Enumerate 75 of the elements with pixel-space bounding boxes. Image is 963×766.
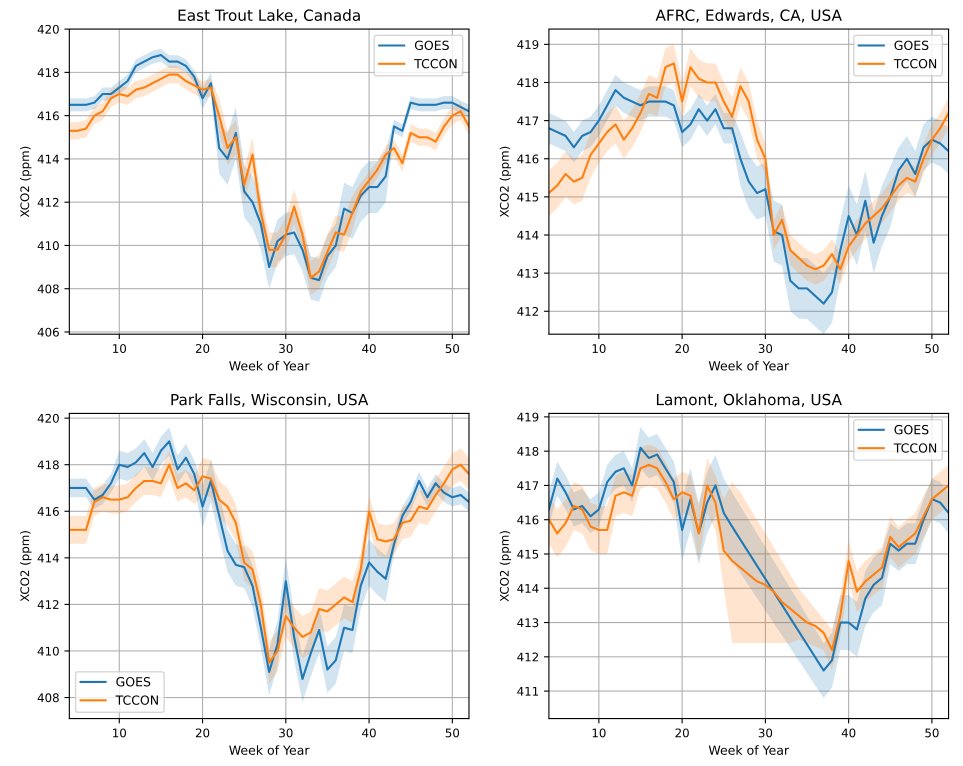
y-tick-label: 420: [38, 24, 59, 34]
chart-title: Lamont, Oklahoma, USA: [656, 394, 842, 407]
y-tick-label: 414: [517, 584, 539, 593]
x-tick-label: 20: [675, 344, 689, 354]
x-tick-label: 30: [279, 344, 293, 354]
x-tick-label: 10: [113, 344, 126, 354]
y-tick-label: 412: [38, 198, 58, 207]
chart-title: AFRC, Edwards, CA, USA: [656, 9, 842, 23]
y-tick-label: 411: [517, 686, 538, 696]
y-tick-label: 410: [38, 241, 59, 250]
x-tick-label: 20: [196, 728, 210, 738]
x-tick-label: 50: [446, 728, 460, 738]
chart-title: East Trout Lake, Canada: [178, 9, 360, 23]
y-tick-label: 412: [517, 306, 538, 316]
y-tick-label: 406: [38, 328, 59, 337]
legend-label: GOES: [116, 677, 150, 686]
y-tick-label: 412: [38, 600, 58, 609]
x-axis-title: Week of Year: [708, 360, 790, 371]
x-tick-label: 30: [758, 728, 772, 738]
legend-label: GOES: [894, 424, 928, 434]
y-tick-label: 416: [517, 515, 538, 524]
y-tick-label: 414: [517, 230, 539, 240]
x-tick-label: 40: [362, 344, 376, 354]
x-tick-label: 40: [842, 728, 856, 738]
chart-title: Park Falls, Wisconsin, USA: [171, 394, 368, 407]
y-tick-label: 410: [38, 646, 59, 656]
y-tick-label: 415: [517, 550, 538, 559]
y-tick-label: 413: [517, 268, 538, 278]
legend-label: TCCON: [414, 58, 456, 68]
y-tick-label: 418: [38, 460, 59, 470]
y-tick-label: 416: [517, 154, 538, 164]
x-tick-label: 10: [592, 344, 606, 354]
line-series: [548, 89, 949, 305]
y-tick-label: 414: [38, 154, 59, 164]
y-tick-label: 418: [38, 68, 59, 78]
x-tick-label: 30: [279, 728, 293, 738]
y-axis-title: XCO2 (ppm): [500, 531, 512, 602]
y-tick-label: 414: [38, 554, 59, 562]
y-tick-label: 417: [517, 116, 538, 126]
x-tick-label: 30: [758, 344, 772, 354]
y-tick-label: 408: [38, 284, 59, 294]
y-axis-title: XCO2 (ppm): [500, 146, 512, 218]
x-tick-label: 50: [925, 344, 939, 354]
y-axis-title: XCO2 (ppm): [20, 531, 32, 602]
y-tick-label: 413: [517, 618, 538, 628]
legend-label: TCCON: [116, 695, 158, 705]
x-tick-label: 10: [113, 728, 126, 738]
y-tick-label: 408: [38, 693, 59, 702]
legend-label: TCCON: [894, 443, 936, 453]
x-axis-title: Week of Year: [229, 745, 310, 755]
y-tick-label: 419: [517, 412, 538, 422]
y-tick-label: 416: [38, 111, 59, 120]
x-tick-label: 10: [592, 728, 606, 738]
legend-label: GOES: [894, 40, 928, 50]
x-tick-label: 40: [842, 344, 856, 354]
y-tick-label: 418: [517, 446, 538, 456]
y-axis-title: XCO2 (ppm): [20, 146, 32, 218]
legend-label: GOES: [414, 40, 449, 50]
line-series: [69, 464, 469, 664]
x-tick-label: 20: [675, 728, 689, 738]
x-tick-label: 20: [196, 344, 210, 354]
x-axis-title: Week of Year: [229, 360, 310, 371]
x-axis-title: Week of Year: [708, 745, 790, 755]
y-tick-label: 418: [517, 78, 538, 88]
y-tick-label: 412: [517, 652, 538, 662]
y-tick-label: 419: [517, 40, 538, 50]
y-tick-label: 420: [38, 414, 59, 423]
y-tick-label: 417: [517, 481, 538, 490]
x-tick-label: 50: [925, 728, 939, 738]
x-tick-label: 50: [446, 344, 460, 354]
y-tick-label: 416: [38, 506, 59, 516]
y-tick-label: 415: [517, 192, 538, 202]
line-series: [548, 464, 949, 652]
x-tick-label: 40: [362, 728, 376, 738]
legend-label: TCCON: [894, 58, 936, 68]
